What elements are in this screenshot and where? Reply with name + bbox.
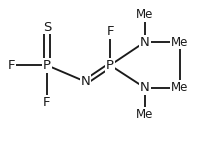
Text: F: F (8, 59, 15, 72)
Text: P: P (43, 59, 51, 72)
Text: F: F (106, 25, 114, 38)
Text: F: F (43, 96, 51, 109)
Text: Me: Me (136, 108, 154, 121)
Text: Me: Me (171, 81, 188, 94)
Text: Me: Me (136, 9, 154, 21)
Text: N: N (140, 36, 150, 48)
Text: S: S (43, 21, 51, 33)
Text: N: N (140, 81, 150, 94)
Text: P: P (106, 59, 114, 72)
Text: Me: Me (171, 36, 188, 48)
Text: N: N (81, 75, 91, 88)
